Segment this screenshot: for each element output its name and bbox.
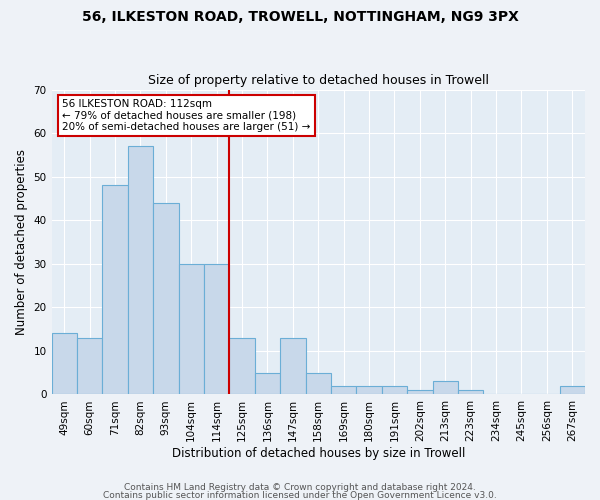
- Text: 56, ILKESTON ROAD, TROWELL, NOTTINGHAM, NG9 3PX: 56, ILKESTON ROAD, TROWELL, NOTTINGHAM, …: [82, 10, 518, 24]
- Y-axis label: Number of detached properties: Number of detached properties: [15, 149, 28, 335]
- Text: Contains HM Land Registry data © Crown copyright and database right 2024.: Contains HM Land Registry data © Crown c…: [124, 484, 476, 492]
- Text: 56 ILKESTON ROAD: 112sqm
← 79% of detached houses are smaller (198)
20% of semi-: 56 ILKESTON ROAD: 112sqm ← 79% of detach…: [62, 98, 311, 132]
- Bar: [382, 386, 407, 394]
- Bar: [255, 372, 280, 394]
- Bar: [331, 386, 356, 394]
- Bar: [179, 264, 204, 394]
- Title: Size of property relative to detached houses in Trowell: Size of property relative to detached ho…: [148, 74, 489, 87]
- Bar: [458, 390, 484, 394]
- Bar: [103, 186, 128, 394]
- Bar: [433, 382, 458, 394]
- Bar: [407, 390, 433, 394]
- Bar: [128, 146, 153, 394]
- Bar: [229, 338, 255, 394]
- X-axis label: Distribution of detached houses by size in Trowell: Distribution of detached houses by size …: [172, 447, 465, 460]
- Text: Contains public sector information licensed under the Open Government Licence v3: Contains public sector information licen…: [103, 490, 497, 500]
- Bar: [52, 334, 77, 394]
- Bar: [153, 203, 179, 394]
- Bar: [280, 338, 305, 394]
- Bar: [305, 372, 331, 394]
- Bar: [356, 386, 382, 394]
- Bar: [204, 264, 229, 394]
- Bar: [77, 338, 103, 394]
- Bar: [560, 386, 585, 394]
